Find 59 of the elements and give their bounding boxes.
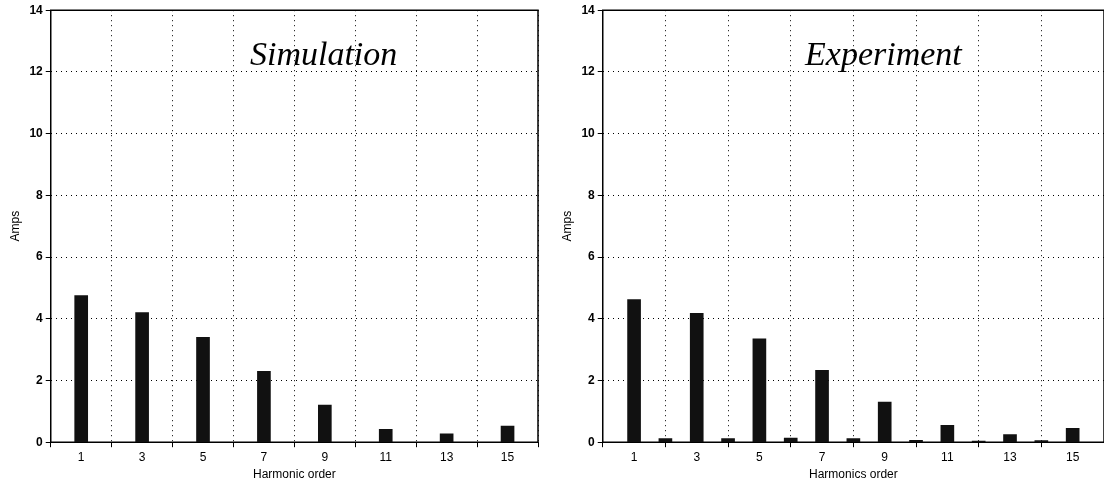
x-tick-label: 1 xyxy=(630,449,638,464)
x-tick-label: 3 xyxy=(693,449,701,464)
x-tick-label: 15 xyxy=(1065,449,1080,464)
x-tick-label: 15 xyxy=(500,449,515,464)
bar xyxy=(257,370,271,443)
x-tick-label: 9 xyxy=(321,449,329,464)
x-axis-title: Harmonic order xyxy=(253,467,336,482)
bar xyxy=(940,424,955,443)
y-tick-label: 4 xyxy=(36,311,44,326)
y-tick-label: 0 xyxy=(588,434,596,449)
y-tick-label: 6 xyxy=(36,249,44,264)
x-tick-label: 3 xyxy=(138,449,146,464)
y-tick-label: 6 xyxy=(588,249,596,264)
x-tick-label: 1 xyxy=(77,449,85,464)
bar xyxy=(500,425,515,443)
y-tick-label: 12 xyxy=(29,64,44,79)
x-tick-label: 5 xyxy=(756,449,764,464)
bar xyxy=(439,433,454,443)
bar xyxy=(909,440,923,443)
bar xyxy=(318,404,332,443)
bar xyxy=(721,438,735,443)
bar xyxy=(135,312,149,443)
x-tick-label: 9 xyxy=(881,449,889,464)
bar xyxy=(1003,434,1017,443)
bar xyxy=(627,299,641,443)
x-tick-label: 7 xyxy=(818,449,826,464)
bar xyxy=(74,295,89,443)
y-tick-label: 12 xyxy=(581,64,596,79)
x-axis-title: Harmonics order xyxy=(809,467,898,482)
y-tick-label: 14 xyxy=(29,2,44,17)
bar xyxy=(689,312,704,443)
y-tick-label: 8 xyxy=(36,187,44,202)
x-tick-label: 5 xyxy=(199,449,207,464)
y-tick-label: 10 xyxy=(581,125,596,140)
bar xyxy=(752,338,767,443)
bar xyxy=(378,428,393,443)
bar xyxy=(877,401,892,443)
bar xyxy=(1065,427,1080,443)
y-tick-label: 2 xyxy=(588,372,596,387)
y-tick-label: 2 xyxy=(36,372,44,387)
x-tick-label: 11 xyxy=(379,449,393,464)
y-tick-label: 8 xyxy=(588,187,596,202)
text: Simulation xyxy=(249,35,398,73)
bar xyxy=(196,336,210,443)
text: Experiment xyxy=(804,35,964,73)
y-tick-label: 0 xyxy=(36,434,44,449)
y-tick-label: 14 xyxy=(581,2,596,17)
bar xyxy=(658,438,673,443)
y-axis-title: Amps xyxy=(559,210,574,242)
x-tick-label: 11 xyxy=(941,449,954,464)
bar xyxy=(815,369,829,443)
x-tick-label: 13 xyxy=(1003,449,1018,464)
y-tick-label: 10 xyxy=(29,125,44,140)
x-tick-label: 7 xyxy=(260,449,268,464)
bar xyxy=(846,438,861,443)
x-tick-label: 13 xyxy=(439,449,454,464)
bar xyxy=(783,437,798,443)
y-axis-title: Amps xyxy=(7,210,22,242)
y-tick-label: 4 xyxy=(588,311,596,326)
